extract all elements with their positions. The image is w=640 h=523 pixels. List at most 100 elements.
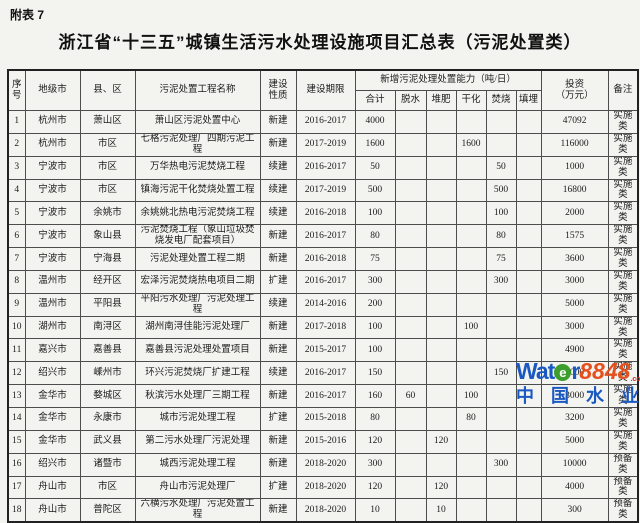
- table-row: 4 宁波市 市区 镇海污泥干化焚烧处置工程 续建 2017-2019 500 500 16800…: [7, 178, 639, 203]
- table-cell: 宁波市: [24, 201, 81, 226]
- col-header-landfill: 填埋: [515, 90, 542, 111]
- table-cell: 100: [354, 338, 396, 363]
- table-cell: [515, 406, 542, 431]
- table-cell: 120: [425, 429, 457, 454]
- table-cell: [425, 155, 457, 180]
- table-cell: 实施类: [607, 269, 639, 294]
- table-cell: 10000: [540, 452, 609, 477]
- table-cell: 实施类: [607, 406, 639, 431]
- table-cell: 秋滨污水处理厂三期工程: [134, 384, 261, 408]
- table-cell: 17: [7, 475, 26, 500]
- table-cell: 12: [7, 361, 26, 386]
- table-cell: 5000: [540, 292, 609, 317]
- table-cell: 嵊州市: [79, 361, 136, 386]
- col-header-serial: 序 号: [7, 69, 26, 111]
- table-cell: [394, 338, 427, 363]
- table-cell: 3200: [540, 406, 609, 431]
- table-cell: [485, 338, 517, 363]
- table-cell: 实施类: [607, 110, 639, 134]
- table-cell: 金华市: [24, 429, 81, 454]
- table-cell: 新建: [259, 224, 297, 249]
- table-cell: 3600: [540, 247, 609, 271]
- table-row: 10 湖州市 南浔区 湖州南浔佳能污泥处理厂 新建 2017-2018 100 100 3000…: [7, 315, 639, 340]
- table-cell: [394, 292, 427, 317]
- table-cell: 舟山市: [24, 498, 81, 523]
- table-body: 1 杭州市 萧山区 萧山区污泥处置中心 新建 2016-2017 4000 47092 实施类 2…: [7, 110, 639, 523]
- table-cell: 余姚姚北热电污泥焚烧工程: [134, 201, 261, 226]
- table-cell: 舟山市污泥处理厂: [134, 475, 261, 500]
- col-header-project: 污泥处置工程名称: [134, 69, 261, 111]
- table-cell: 7: [7, 247, 26, 271]
- table-cell: 七格污泥处理厂四期污泥工程: [134, 132, 261, 157]
- table-cell: 市区: [79, 475, 136, 500]
- table-cell: [455, 498, 487, 523]
- table-row: 15 金华市 武义县 第二污水处理厂污泥处理 新建 2015-2016 120 120 5000…: [7, 429, 639, 454]
- table-cell: 续建: [259, 361, 297, 386]
- table-cell: 新建: [259, 498, 297, 523]
- table-cell: [455, 361, 487, 386]
- table-cell: [455, 110, 487, 134]
- table-cell: 5: [7, 201, 26, 226]
- table-cell: [394, 269, 427, 294]
- table-cell: 80: [354, 406, 396, 431]
- table-cell: [485, 406, 517, 431]
- table-row: 17 舟山市 市区 舟山市污泥处理厂 扩建 2018-2020 120 120 4000 预备类: [7, 475, 639, 500]
- table-cell: 实施类: [607, 338, 639, 363]
- table-cell: 城西污泥处理工程: [134, 452, 261, 477]
- table-cell: 15: [7, 429, 26, 454]
- table-cell: 诸暨市: [79, 452, 136, 477]
- table-cell: [425, 315, 457, 340]
- table-cell: 4000: [540, 361, 609, 386]
- table-cell: 平阳县: [79, 292, 136, 317]
- table-cell: 永康市: [79, 406, 136, 431]
- header-row-2: 合计 脱水 堆肥 干化 焚烧 填埋: [8, 90, 638, 111]
- table-cell: [425, 269, 457, 294]
- table-cell: [515, 498, 542, 523]
- table-cell: [394, 247, 427, 271]
- table-cell: [515, 224, 542, 249]
- table-cell: 2017-2019: [295, 178, 356, 203]
- table-cell: 60: [394, 384, 427, 408]
- table-cell: 160: [354, 384, 396, 408]
- table-cell: 150: [485, 361, 517, 386]
- table-cell: [425, 224, 457, 249]
- table-row: 14 金华市 永康市 城市污泥处理工程 扩建 2015-2018 80 80 3200 实施类: [7, 406, 639, 431]
- col-header-capacity-group: 新增污泥处理处置能力（吨/日）: [354, 69, 542, 91]
- header-row-1: 序 号 地级市 县、区 污泥处置工程名称 建设 性质 建设期限 新增污泥处理处置…: [7, 69, 639, 111]
- table-row: 18 舟山市 普陀区 六横污水处理厂污泥处置工程 新建 2018-2020 10 10 300 预…: [7, 498, 639, 523]
- table-cell: 新建: [259, 429, 297, 454]
- table-cell: [455, 429, 487, 454]
- table-cell: 100: [485, 201, 517, 226]
- table-cell: [515, 338, 542, 363]
- table-cell: 300: [485, 452, 517, 477]
- table-cell: 18: [7, 498, 26, 523]
- table-cell: 婺城区: [79, 384, 136, 408]
- table-cell: 预备类: [607, 475, 639, 500]
- table-row: 11 嘉兴市 嘉善县 嘉善县污泥处理处置项目 新建 2015-2017 100 4900 实施类: [7, 338, 639, 363]
- table-cell: 宁波市: [24, 224, 81, 249]
- table-cell: [455, 201, 487, 226]
- table-cell: 300: [354, 269, 396, 294]
- table-cell: 实施类: [607, 132, 639, 157]
- table-cell: 2016-2018: [295, 247, 356, 271]
- table-cell: 六横污水处理厂污泥处置工程: [134, 498, 261, 523]
- table-cell: [425, 452, 457, 477]
- table-cell: [455, 224, 487, 249]
- table-cell: 3000: [540, 269, 609, 294]
- table-cell: 2016-2017: [295, 384, 356, 408]
- table-cell: [485, 315, 517, 340]
- table-cell: 嘉兴市: [24, 338, 81, 363]
- table-cell: [515, 269, 542, 294]
- table-cell: 续建: [259, 178, 297, 203]
- table-cell: 100: [354, 201, 396, 226]
- table-cell: 10: [425, 498, 457, 523]
- table-cell: [394, 155, 427, 180]
- appendix-tag: 附表 7: [10, 8, 45, 22]
- table-cell: 象山县: [79, 224, 136, 249]
- table-cell: [394, 361, 427, 386]
- table-cell: 2014-2016: [295, 292, 356, 317]
- table-cell: 5000: [540, 429, 609, 454]
- col-header-period: 建设期限: [295, 69, 356, 111]
- table-cell: 150: [354, 361, 396, 386]
- table-cell: 湖州南浔佳能污泥处理厂: [134, 315, 261, 340]
